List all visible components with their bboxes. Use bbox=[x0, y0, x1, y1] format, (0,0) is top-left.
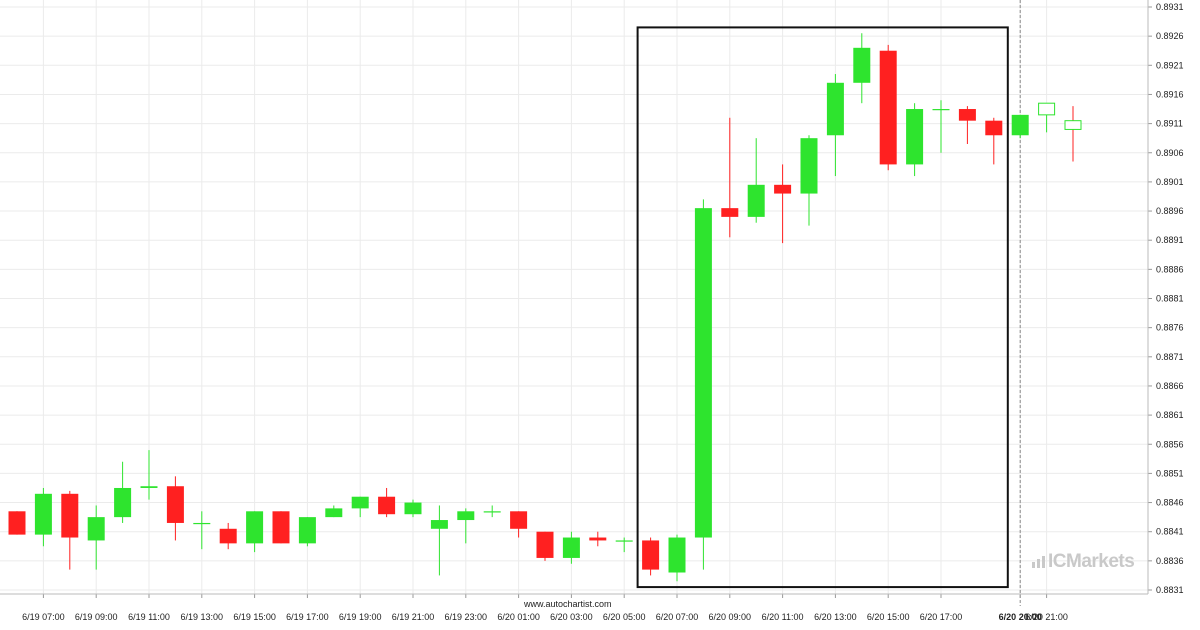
candle-body bbox=[536, 531, 554, 558]
candle-body bbox=[589, 537, 607, 541]
candle-body bbox=[114, 487, 132, 518]
candle-body bbox=[351, 496, 369, 509]
candle-body bbox=[668, 537, 686, 573]
x-tick-label: 6/19 11:00 bbox=[128, 612, 170, 622]
candle-body bbox=[1038, 102, 1056, 116]
candle-body bbox=[246, 511, 264, 544]
y-tick-label: 0.8871 bbox=[1156, 352, 1184, 362]
candle-body bbox=[562, 537, 580, 558]
y-tick-label: 0.8916 bbox=[1156, 89, 1184, 99]
x-tick-label: 6/20 13:00 bbox=[814, 612, 857, 622]
y-tick-label: 0.8851 bbox=[1156, 468, 1184, 478]
y-tick-label: 0.8921 bbox=[1156, 60, 1184, 70]
candle-body bbox=[826, 82, 844, 136]
candle-body bbox=[483, 511, 501, 513]
candle-body bbox=[879, 50, 897, 165]
brand-bars-icon bbox=[1032, 556, 1045, 568]
candle-body bbox=[8, 511, 26, 535]
candle-body bbox=[642, 540, 660, 570]
x-tick-label: 6/20 03:00 bbox=[550, 612, 593, 622]
x-tick-label: 6/19 23:00 bbox=[445, 612, 488, 622]
candle-body bbox=[774, 184, 792, 194]
x-tick-label: 6/20 01:00 bbox=[497, 612, 540, 622]
x-tick-label: 6/20 20:00 bbox=[999, 612, 1042, 622]
candle-body bbox=[1064, 120, 1082, 130]
candle-body bbox=[694, 208, 712, 538]
x-axis: 6/19 07:00 6/19 09:00 6/19 11:00 6/19 13:00… bbox=[0, 593, 1148, 622]
brand-logo: ICMarkets bbox=[1048, 551, 1135, 573]
candle-body bbox=[34, 493, 52, 535]
x-tick-label: 6/19 07:00 bbox=[22, 612, 65, 622]
x-tick-label: 6/20 17:00 bbox=[920, 612, 963, 622]
candle-body bbox=[721, 208, 739, 217]
candle-body bbox=[61, 493, 79, 538]
x-tick-label: 6/19 09:00 bbox=[75, 612, 118, 622]
y-tick-label: 0.8926 bbox=[1156, 31, 1184, 41]
y-tick-label: 0.8866 bbox=[1156, 381, 1184, 391]
candle-body bbox=[272, 511, 290, 544]
x-tick-label: 6/20 07:00 bbox=[656, 612, 699, 622]
x-tick-label: 6/19 19:00 bbox=[339, 612, 382, 622]
y-tick-label: 0.8856 bbox=[1156, 439, 1184, 449]
y-tick-label: 0.8836 bbox=[1156, 556, 1184, 566]
candle-body bbox=[800, 138, 818, 194]
y-tick-label: 0.8846 bbox=[1156, 498, 1184, 508]
x-tick-label: 6/19 21:00 bbox=[392, 612, 435, 622]
candle-body bbox=[747, 184, 765, 217]
y-tick-label: 0.8891 bbox=[1156, 235, 1184, 245]
y-tick-label: 0.8931 bbox=[1156, 2, 1184, 12]
pattern-highlight-box bbox=[636, 26, 1009, 589]
candle-body bbox=[615, 540, 633, 542]
y-tick-label: 0.8876 bbox=[1156, 323, 1184, 333]
x-tick-label: 6/20 15:00 bbox=[867, 612, 910, 622]
y-tick-label: 0.8911 bbox=[1156, 119, 1183, 129]
brand-prefix: IC bbox=[1048, 551, 1067, 572]
y-tick-label: 0.8886 bbox=[1156, 264, 1184, 274]
y-tick-label: 0.8881 bbox=[1156, 294, 1184, 304]
y-tick-label: 0.8906 bbox=[1156, 148, 1184, 158]
candle-body bbox=[166, 486, 184, 523]
x-tick-label: 6/19 17:00 bbox=[286, 612, 329, 622]
candle-body bbox=[958, 109, 976, 121]
candle-body bbox=[430, 520, 448, 529]
x-tick-label: 6/20 11:00 bbox=[762, 612, 804, 622]
candles bbox=[8, 33, 1082, 582]
brand-suffix: Markets bbox=[1066, 551, 1135, 572]
candle-body bbox=[906, 109, 924, 165]
candle-body bbox=[193, 522, 211, 525]
candle-body bbox=[378, 496, 396, 515]
candle-body bbox=[1011, 114, 1029, 136]
candle-body bbox=[298, 517, 316, 544]
candle-body bbox=[853, 47, 871, 83]
y-axis: 0.8931 0.8926 0.8921 0.8916 0.8911 0.8906 0.89… bbox=[1147, 0, 1184, 595]
candle-body bbox=[404, 502, 422, 515]
candle-body bbox=[140, 486, 158, 488]
candle-body bbox=[325, 508, 343, 518]
candle-body bbox=[932, 109, 950, 111]
source-watermark: www.autochartist.com bbox=[524, 599, 612, 609]
x-tick-label: 6/19 13:00 bbox=[181, 612, 224, 622]
x-tick-label: 6/20 21:00 bbox=[1025, 612, 1068, 622]
highlight-rectangle bbox=[636, 26, 1009, 589]
x-tick-label: 6/19 15:00 bbox=[233, 612, 276, 622]
candle-body bbox=[985, 120, 1003, 136]
x-tick-label: 6/20 05:00 bbox=[603, 612, 646, 622]
candle-body bbox=[87, 517, 105, 541]
y-tick-label: 0.8831 bbox=[1156, 585, 1184, 595]
candle-body bbox=[510, 511, 528, 529]
candle-body bbox=[219, 528, 237, 544]
grid-lines bbox=[0, 0, 1148, 606]
x-tick-label: 6/20 09:00 bbox=[709, 612, 752, 622]
y-tick-label: 0.8841 bbox=[1156, 527, 1184, 537]
y-tick-label: 0.8901 bbox=[1156, 177, 1184, 187]
candle-body bbox=[457, 511, 475, 521]
y-tick-label: 0.8861 bbox=[1156, 410, 1184, 420]
y-tick-label: 0.8896 bbox=[1156, 206, 1184, 216]
